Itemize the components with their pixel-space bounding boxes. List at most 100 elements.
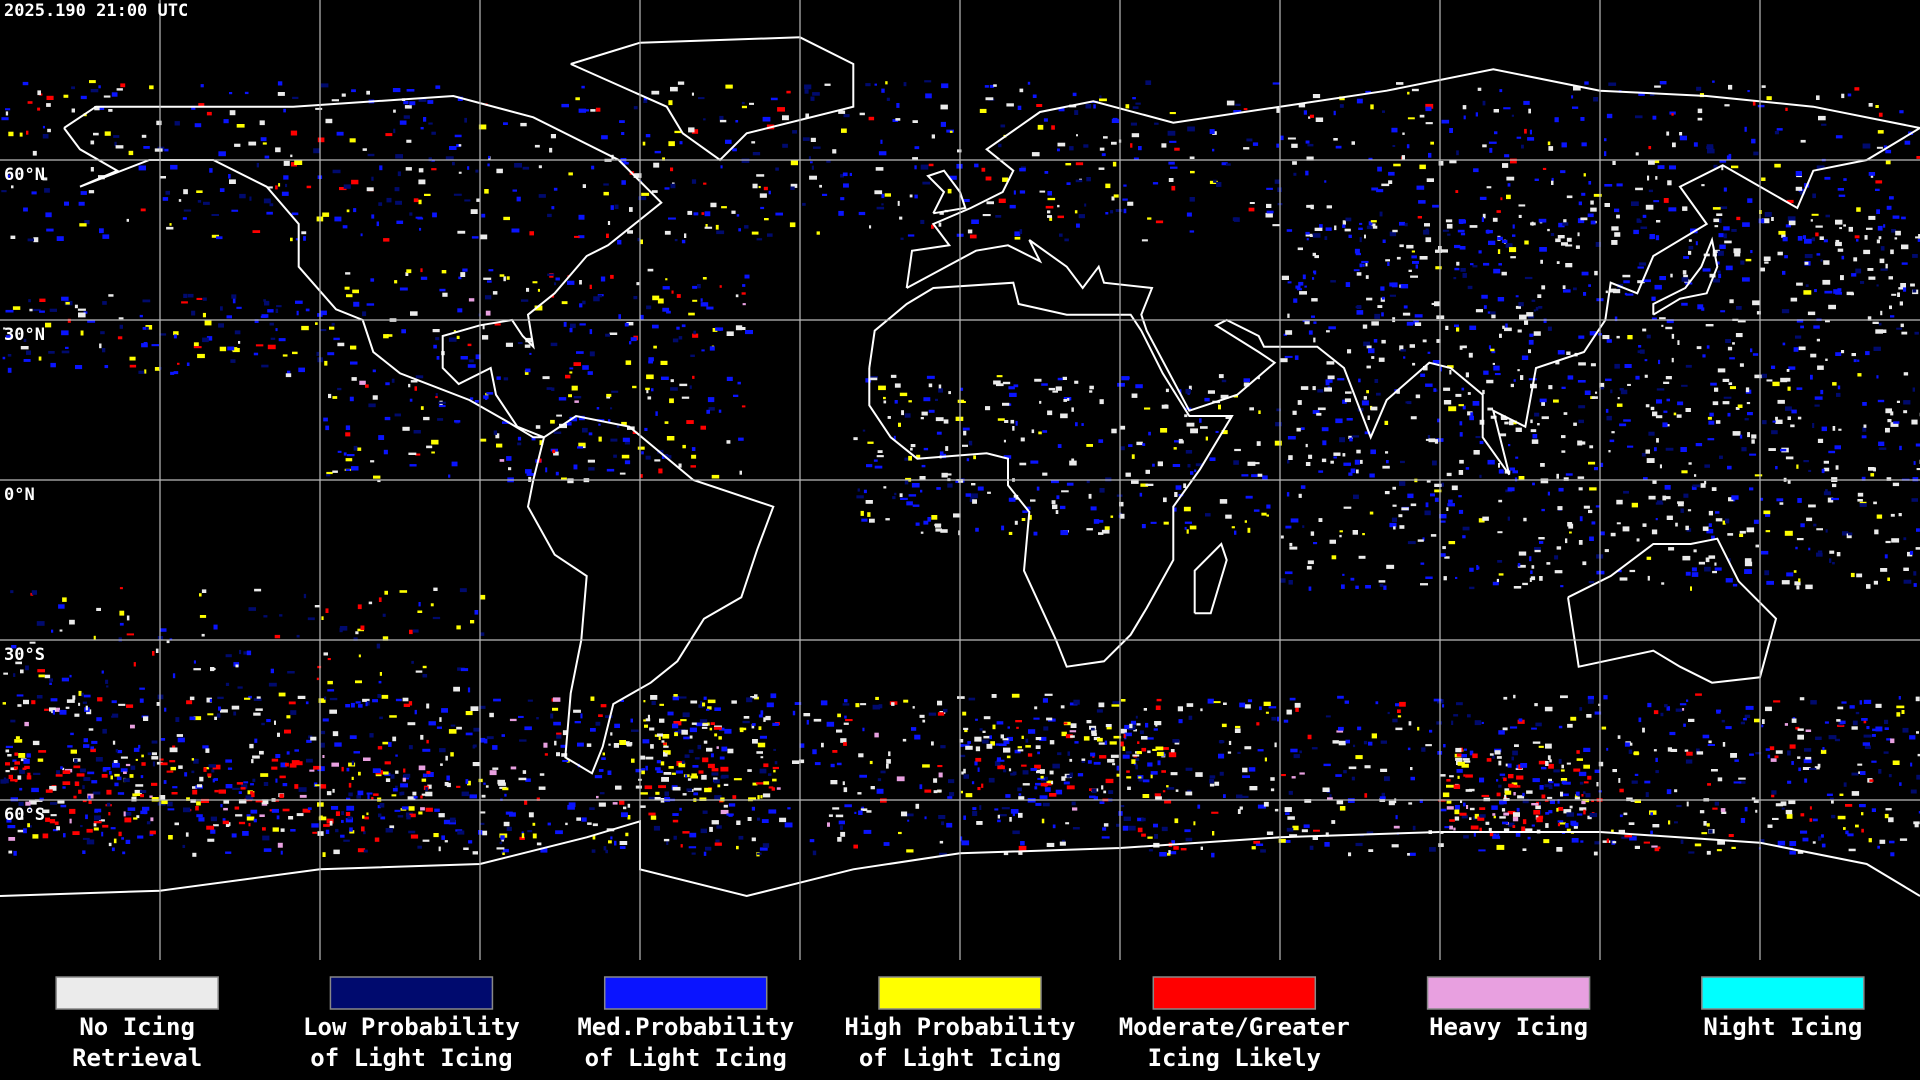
icing-speck: [1663, 381, 1670, 384]
icing-speck: [1497, 236, 1503, 240]
icing-speck: [1885, 808, 1892, 811]
icing-speck: [345, 812, 351, 816]
icing-speck: [1089, 385, 1094, 390]
icing-speck: [1120, 446, 1125, 451]
icing-speck: [486, 392, 494, 395]
icing-speck: [1512, 224, 1515, 229]
icing-speck: [1453, 784, 1461, 789]
icing-speck: [1876, 239, 1880, 244]
icing-speck: [307, 617, 315, 621]
icing-speck: [654, 150, 661, 154]
icing-speck: [1548, 763, 1554, 769]
icing-speck: [1381, 312, 1384, 317]
icing-speck: [881, 193, 885, 199]
icing-speck: [725, 84, 733, 89]
icing-speck: [351, 89, 356, 93]
icing-speck: [1493, 815, 1496, 819]
icing-speck: [427, 772, 434, 777]
icing-speck: [664, 187, 670, 190]
icing-speck: [448, 337, 457, 342]
icing-speck: [1839, 720, 1846, 724]
icing-speck: [790, 183, 798, 188]
icing-speck: [23, 359, 31, 362]
icing-speck: [225, 851, 232, 854]
icing-speck: [222, 818, 226, 821]
icing-speck: [1368, 849, 1374, 852]
icing-speck: [610, 438, 618, 442]
icing-speck: [1531, 824, 1535, 827]
icing-speck: [285, 373, 292, 378]
icing-speck: [632, 385, 637, 389]
icing-speck: [1667, 180, 1672, 186]
icing-speck: [1145, 483, 1154, 486]
icing-speck: [1587, 213, 1594, 218]
icing-speck: [1301, 829, 1308, 833]
icing-speck: [1046, 717, 1053, 721]
icing-speck: [1462, 345, 1467, 349]
icing-speck: [1091, 729, 1097, 734]
icing-speck: [941, 821, 945, 826]
icing-speck: [661, 777, 669, 782]
icing-speck: [26, 753, 31, 758]
icing-speck: [631, 758, 635, 763]
icing-speck: [1612, 769, 1617, 773]
icing-speck: [1359, 263, 1363, 268]
icing-speck: [406, 89, 415, 92]
icing-speck: [660, 360, 668, 365]
icing-speck: [1051, 125, 1055, 130]
icing-speck: [1185, 450, 1193, 454]
icing-speck: [462, 268, 468, 272]
icing-speck: [229, 110, 236, 116]
icing-speck: [762, 793, 771, 798]
icing-speck: [1396, 256, 1401, 260]
icing-speck: [1863, 699, 1872, 704]
icing-speck: [392, 736, 397, 742]
icing-speck: [1103, 136, 1108, 139]
icing-speck: [1757, 104, 1765, 108]
icing-speck: [1539, 247, 1547, 252]
icing-speck: [1725, 578, 1733, 583]
icing-speck: [1396, 82, 1404, 85]
icing-speck: [561, 103, 569, 108]
icing-speck: [1412, 825, 1416, 831]
icing-speck: [938, 772, 943, 778]
icing-speck: [1857, 373, 1862, 377]
icing-speck: [1156, 698, 1162, 702]
icing-speck: [1680, 447, 1687, 452]
icing-speck: [482, 325, 485, 330]
icing-speck: [1084, 203, 1087, 207]
icing-speck: [85, 705, 88, 711]
icing-speck: [1498, 463, 1500, 468]
icing-speck: [589, 329, 593, 335]
icing-speck: [1880, 568, 1888, 572]
icing-speck: [1389, 231, 1397, 237]
icing-speck: [809, 175, 817, 180]
icing-speck: [102, 728, 107, 734]
icing-speck: [1833, 289, 1841, 294]
icing-speck: [267, 309, 274, 313]
icing-speck: [467, 364, 476, 368]
icing-speck: [301, 231, 307, 235]
icing-speck: [949, 130, 953, 133]
icing-speck: [37, 107, 41, 111]
icing-speck: [218, 323, 224, 328]
icing-speck: [1677, 401, 1684, 406]
icing-speck: [1642, 727, 1645, 733]
icing-speck: [1868, 838, 1872, 843]
icing-speck: [485, 310, 491, 316]
icing-speck: [538, 786, 546, 790]
icing-speck: [1150, 521, 1157, 524]
icing-speck: [633, 173, 642, 178]
icing-speck: [1754, 374, 1763, 379]
icing-speck: [1608, 82, 1617, 86]
icing-speck: [1272, 224, 1281, 227]
icing-speck: [736, 820, 741, 825]
icing-speck: [353, 751, 360, 754]
icing-speck: [1548, 146, 1554, 151]
icing-speck: [1491, 350, 1496, 354]
icing-speck: [1605, 290, 1608, 294]
icing-speck: [1755, 544, 1759, 548]
icing-speck: [651, 701, 656, 705]
icing-speck: [1087, 760, 1092, 764]
icing-speck: [996, 383, 1004, 387]
